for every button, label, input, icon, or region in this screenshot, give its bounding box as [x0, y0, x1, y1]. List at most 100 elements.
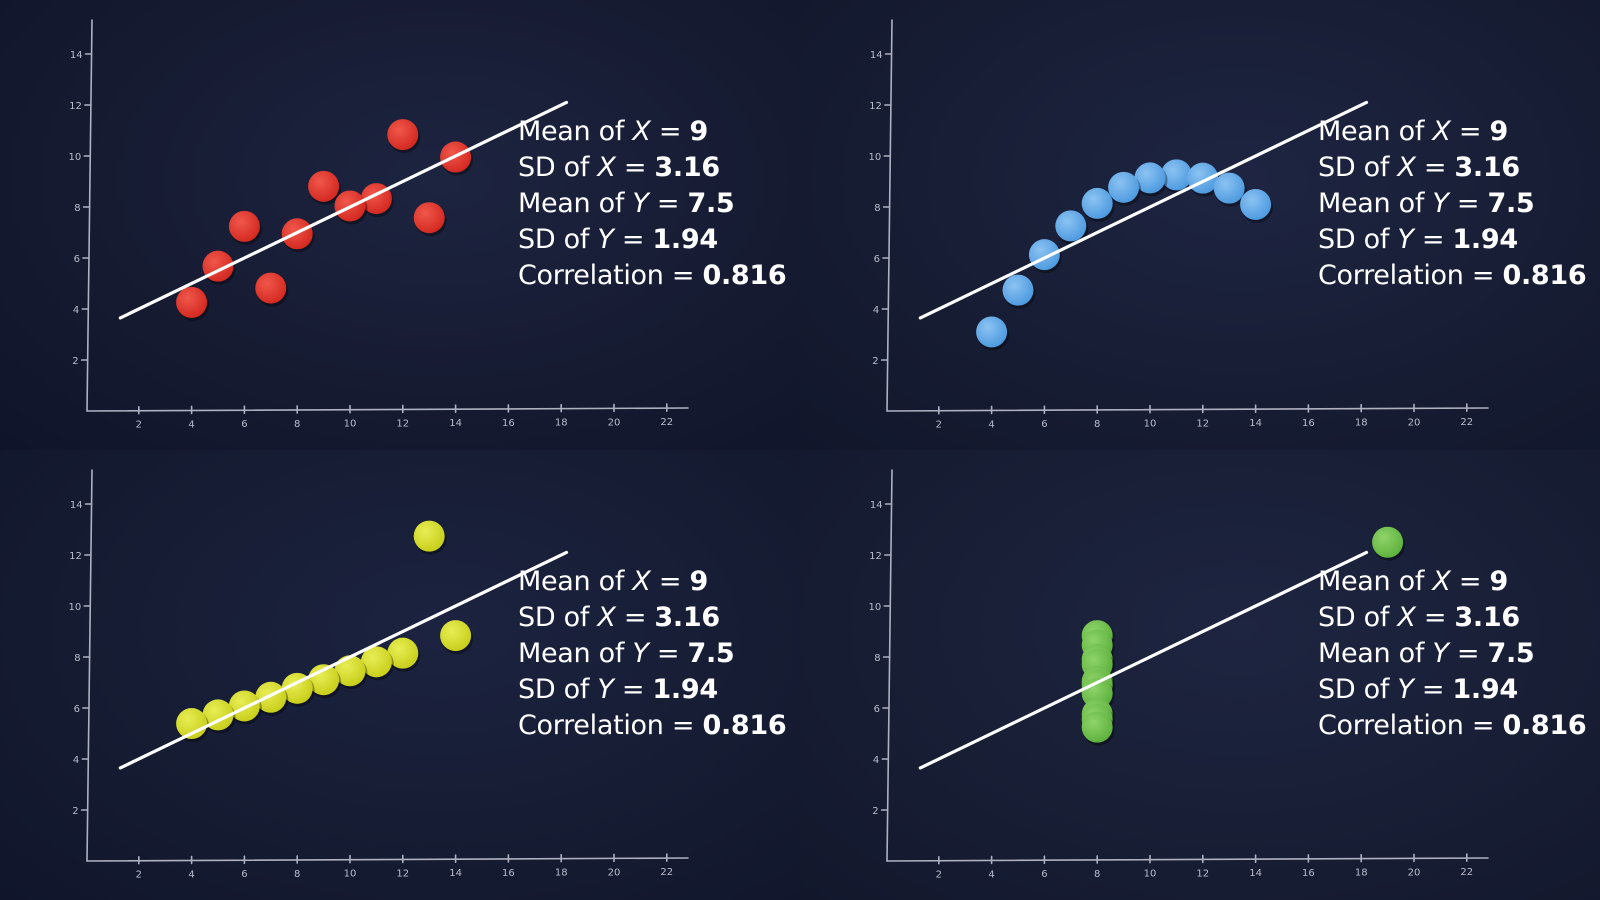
data-point — [202, 699, 234, 731]
stat-mean-x: Mean of X = 9 — [518, 116, 708, 147]
y-tick-label: 14 — [870, 500, 883, 511]
stat-mean-y: Mean of Y = 7.5 — [1318, 188, 1535, 219]
y-tick-label: 14 — [70, 500, 83, 511]
data-point — [1081, 187, 1113, 219]
x-tick-label: 8 — [1094, 869, 1100, 880]
x-tick-label: 6 — [1041, 419, 1047, 430]
data-point — [413, 202, 445, 234]
x-tick-label: 4 — [188, 419, 194, 430]
x-tick-label: 2 — [936, 870, 942, 881]
x-tick-label: 12 — [1196, 868, 1209, 879]
x-tick-label: 18 — [555, 418, 568, 429]
stat-correlation: Correlation = 0.816 — [518, 710, 787, 741]
regression-line — [118, 550, 569, 770]
data-point — [308, 170, 340, 202]
panel-dataset-3: 2 4 6 8 10 12 14 16 18 20 22 2 4 6 8 10 12 14 Mean of X =… — [0, 450, 800, 900]
x-tick-label: 6 — [241, 419, 247, 430]
x-tick-label: 6 — [1041, 869, 1047, 880]
y-tick-label: 4 — [873, 755, 879, 766]
data-points — [176, 119, 474, 321]
x-tick-label: 20 — [608, 417, 621, 428]
data-point — [1187, 162, 1219, 194]
data-point — [1213, 172, 1245, 204]
y-tick-label: 2 — [872, 806, 878, 817]
x-tick-label: 22 — [660, 417, 673, 428]
summary-stats: Mean of X = 9 SD of X = 3.16 Mean of Y =… — [518, 564, 787, 744]
y-tick-label: 12 — [869, 101, 882, 112]
data-point — [1002, 274, 1034, 306]
x-tick-label: 16 — [1302, 868, 1315, 879]
data-point — [1028, 239, 1060, 271]
x-tick-label: 12 — [396, 418, 409, 429]
summary-stats: Mean of X = 9 SD of X = 3.16 Mean of Y =… — [1318, 564, 1587, 744]
stat-correlation: Correlation = 0.816 — [1318, 260, 1587, 291]
y-tick-label: 4 — [73, 755, 79, 766]
x-tick-label: 20 — [608, 867, 621, 878]
y-axis-line — [86, 469, 93, 862]
x-tick-label: 8 — [294, 419, 300, 430]
y-tick-label: 8 — [74, 653, 80, 664]
x-tick-label: 4 — [988, 419, 994, 430]
stat-sd-y: SD of Y = 1.94 — [518, 674, 718, 705]
stat-mean-x: Mean of X = 9 — [518, 566, 708, 597]
data-point — [976, 316, 1008, 348]
y-tick-label: 14 — [870, 50, 883, 61]
x-tick-label: 2 — [936, 420, 942, 431]
y-axis-line — [86, 19, 93, 412]
panel-dataset-4: 2 4 6 8 10 12 14 16 18 20 22 2 4 6 8 10 12 14 Mean of X =… — [800, 450, 1600, 900]
axes — [80, 469, 689, 865]
regression-line — [918, 100, 1369, 320]
x-tick-label: 12 — [396, 868, 409, 879]
y-tick-label: 6 — [74, 704, 80, 715]
x-tick-label: 2 — [136, 870, 142, 881]
axes — [880, 19, 1489, 415]
data-point — [1055, 210, 1087, 242]
stat-mean-y: Mean of Y = 7.5 — [518, 638, 735, 669]
x-tick-label: 4 — [988, 869, 994, 880]
y-tick-label: 6 — [874, 704, 880, 715]
stat-correlation: Correlation = 0.816 — [1318, 710, 1587, 741]
data-point — [228, 210, 260, 242]
x-tick-label: 12 — [1196, 418, 1209, 429]
y-tick-label: 10 — [869, 602, 882, 613]
data-point — [360, 646, 392, 678]
data-point — [281, 672, 313, 704]
regression-line — [918, 550, 1369, 770]
x-tick-label: 20 — [1408, 417, 1421, 428]
x-tick-label: 16 — [1302, 418, 1315, 429]
x-tick-label: 22 — [1460, 867, 1473, 878]
stat-sd-y: SD of Y = 1.94 — [518, 224, 718, 255]
y-tick-label: 2 — [72, 356, 78, 367]
data-point — [387, 637, 419, 669]
stat-sd-x: SD of X = 3.16 — [1318, 152, 1520, 183]
y-tick-label: 6 — [874, 254, 880, 265]
x-axis-line — [86, 407, 689, 412]
axes — [880, 469, 1489, 865]
data-points — [1081, 526, 1406, 746]
x-tick-label: 18 — [555, 868, 568, 879]
data-point — [1372, 526, 1404, 558]
stat-correlation: Correlation = 0.816 — [518, 260, 787, 291]
x-tick-label: 4 — [188, 869, 194, 880]
y-axis-line — [886, 469, 893, 862]
stat-sd-x: SD of X = 3.16 — [518, 152, 720, 183]
x-tick-label: 2 — [136, 420, 142, 431]
x-tick-label: 10 — [1144, 869, 1157, 880]
data-point — [176, 286, 208, 318]
stat-sd-y: SD of Y = 1.94 — [1318, 224, 1518, 255]
stat-mean-y: Mean of Y = 7.5 — [1318, 638, 1535, 669]
data-point — [1240, 188, 1272, 220]
stat-mean-x: Mean of X = 9 — [1318, 116, 1508, 147]
y-tick-label: 12 — [69, 101, 82, 112]
x-tick-label: 14 — [449, 868, 462, 879]
data-point — [387, 119, 419, 151]
data-point — [440, 620, 472, 652]
y-tick-label: 8 — [874, 203, 880, 214]
x-tick-label: 10 — [1144, 419, 1157, 430]
stat-mean-x: Mean of X = 9 — [1318, 566, 1508, 597]
y-tick-label: 10 — [69, 152, 82, 163]
